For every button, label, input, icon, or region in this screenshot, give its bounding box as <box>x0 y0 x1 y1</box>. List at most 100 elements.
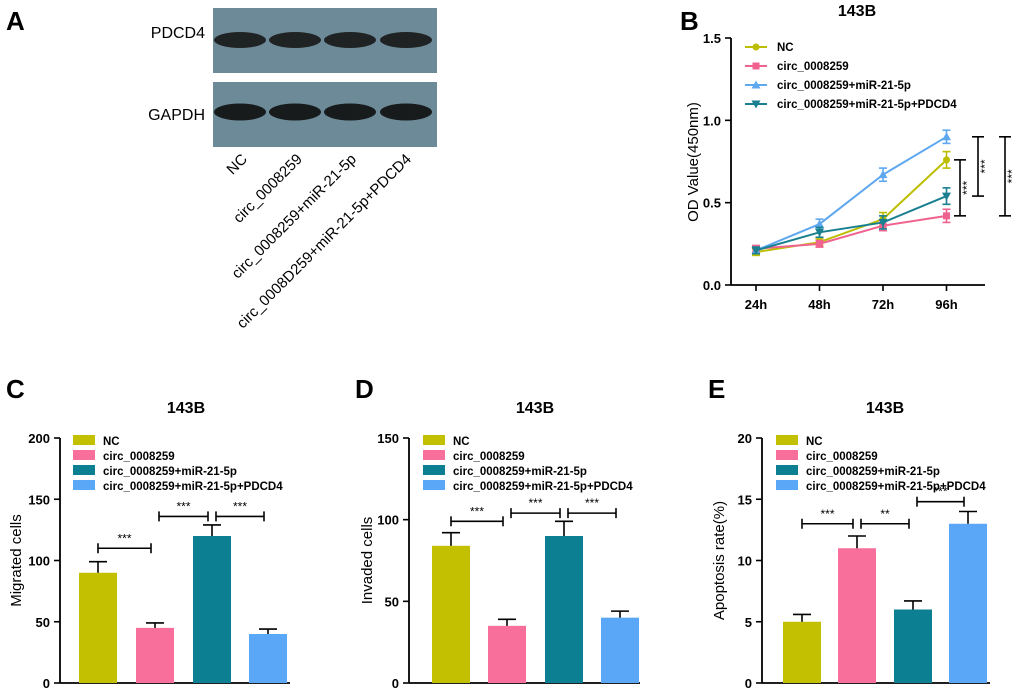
legend-swatch <box>73 450 95 460</box>
bar <box>838 548 876 683</box>
chart-title: 143B <box>516 400 554 417</box>
data-point <box>815 219 824 228</box>
legend-label: circ_0008259+miR-21-5p+PDCD4 <box>453 481 633 493</box>
blot-band-pdcd4-3 <box>324 32 376 48</box>
legend-swatch <box>776 480 798 490</box>
data-point <box>752 43 760 51</box>
panel-c-letter: C <box>6 374 25 404</box>
legend-swatch <box>776 435 798 445</box>
significance-label: *** <box>528 496 542 510</box>
legend-label: circ_0008259+miR-21-5p+PDCD4 <box>806 481 986 493</box>
bar <box>432 545 470 683</box>
y-tick-label: 5 <box>745 615 752 630</box>
series-line <box>755 214 947 250</box>
legend-swatch <box>776 450 798 460</box>
blot-pdcd4-label: PDCD4 <box>151 25 205 42</box>
legend-label: circ_0008259+miR-21-5p <box>453 466 587 478</box>
legend-label: NC <box>777 42 794 54</box>
chart-d-invaded-cells: 143B 0 50 100 150 Invaded cells *** *** *** NC cir… <box>359 400 640 691</box>
y-tick-label: 150 <box>28 492 50 507</box>
y-tick-label: 1.5 <box>703 31 721 46</box>
y-axis-label: OD Value(450nm) <box>685 102 702 222</box>
blot-band-gapdh-4 <box>380 103 432 121</box>
significance-label: *** <box>933 485 947 499</box>
series-line <box>755 195 947 252</box>
bar <box>545 536 583 683</box>
significance-label: ** <box>880 507 890 521</box>
bar <box>193 536 231 683</box>
panel-d-letter: D <box>355 374 374 404</box>
blot-lane-labels: NC circ_0008259 circ_0008259+miR-21-5p c… <box>223 151 414 332</box>
blot-bands <box>214 32 432 121</box>
panel-e-letter: E <box>708 374 725 404</box>
legend-label: circ_0008259+miR-21-5p+PDCD4 <box>777 99 957 111</box>
legend-label: circ_0008259 <box>777 61 849 73</box>
significance-label: *** <box>117 531 131 545</box>
y-tick-label: 0 <box>392 676 399 691</box>
y-axis-label: Invaded cells <box>359 517 376 605</box>
chart-title: 143B <box>866 400 904 417</box>
significance-label: *** <box>960 181 974 195</box>
legend-label: circ_0008259 <box>453 451 525 463</box>
legend-swatch <box>73 480 95 490</box>
x-tick-label: 24h <box>745 297 767 312</box>
significance-label: *** <box>585 496 599 510</box>
significance-label: *** <box>233 499 247 513</box>
blot-band-pdcd4-2 <box>269 32 321 48</box>
bar <box>949 523 987 683</box>
blot-band-gapdh-3 <box>324 103 376 121</box>
significance-label: *** <box>820 507 834 521</box>
x-tick-label: 72h <box>872 297 894 312</box>
y-axis-label: Apoptosis rate(%) <box>711 501 728 620</box>
x-tick-label: 96h <box>935 297 957 312</box>
legend-label: NC <box>453 436 470 448</box>
bar <box>601 617 639 683</box>
bar <box>249 634 287 683</box>
legend-label: circ_0008259+miR-21-5p <box>806 466 940 478</box>
y-axis-label: Migrated cells <box>8 514 25 607</box>
y-tick-label: 100 <box>28 554 50 569</box>
series-line <box>755 135 948 252</box>
data-point <box>943 212 950 220</box>
data-point <box>752 62 760 70</box>
data-point <box>815 228 824 237</box>
chart-title: 143B <box>838 3 876 20</box>
y-tick-label: 0.0 <box>703 278 721 293</box>
legend-label: circ_0008259 <box>103 451 175 463</box>
y-tick-label: 0.5 <box>703 196 721 211</box>
data-point <box>751 246 761 255</box>
significance-label: *** <box>1005 169 1019 183</box>
significance-label: *** <box>978 159 992 173</box>
legend-label: NC <box>806 436 823 448</box>
blot-band-pdcd4-1 <box>214 32 266 48</box>
chart-title: 143B <box>167 400 205 417</box>
data-point <box>878 170 888 179</box>
y-tick-label: 0 <box>43 676 50 691</box>
significance-label: *** <box>176 499 190 513</box>
y-tick-label: 100 <box>377 513 399 528</box>
legend-label: circ_0008259+miR-21-5p <box>103 466 237 478</box>
data-point <box>751 80 761 89</box>
legend-swatch <box>423 450 445 460</box>
legend-swatch <box>73 435 95 445</box>
y-tick-label: 15 <box>738 492 752 507</box>
y-tick-label: 150 <box>377 431 399 446</box>
y-tick-label: 20 <box>738 431 752 446</box>
bar <box>894 609 932 683</box>
x-tick-label: 48h <box>808 297 830 312</box>
blot-gapdh-label: GAPDH <box>148 107 205 124</box>
panel-a-letter: A <box>6 6 25 36</box>
significance-label: *** <box>470 504 484 518</box>
blot-band-gapdh-1 <box>214 103 266 121</box>
lane-label-nc: NC <box>223 151 250 178</box>
bar <box>136 627 174 683</box>
chart-c-migrated-cells: 143B 0 50 100 150 200 Migrated cells *** *** *** N… <box>8 400 290 691</box>
legend-label: circ_0008259+miR-21-5p+PDCD4 <box>103 481 283 493</box>
bar <box>488 625 526 683</box>
data-point <box>942 192 951 201</box>
blot-band-pdcd4-4 <box>380 32 432 48</box>
legend-label: NC <box>103 436 120 448</box>
legend-label: circ_0008259+miR-21-5p <box>777 80 911 92</box>
bar <box>79 572 117 683</box>
